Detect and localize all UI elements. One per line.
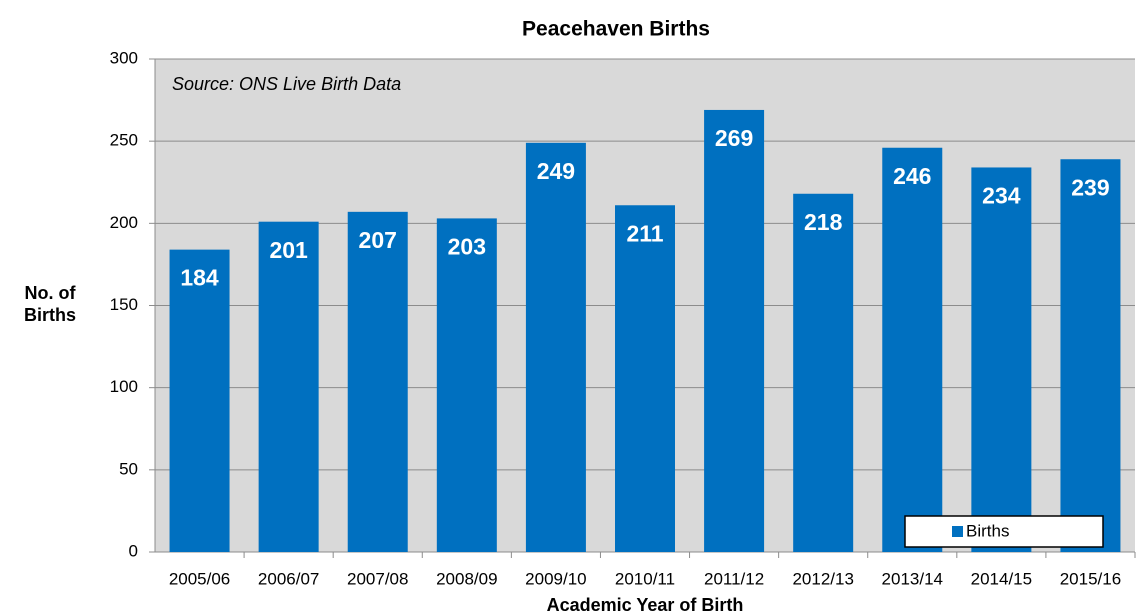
data-label: 184 [180, 265, 219, 291]
bar [258, 221, 319, 552]
legend-box [904, 515, 1104, 548]
x-tick-label: 2006/07 [258, 569, 319, 588]
y-axis-label: No. of Births [24, 283, 76, 325]
chart-title: Peacehaven Births [522, 18, 710, 41]
data-label: 207 [359, 227, 397, 253]
bar [436, 218, 497, 553]
x-tick-label: 2013/14 [882, 569, 943, 588]
data-label: 203 [448, 233, 486, 259]
x-tick-label: 2014/15 [971, 569, 1032, 588]
data-label: 269 [715, 125, 753, 151]
bar [882, 147, 943, 553]
x-tick-label: 2008/09 [436, 569, 497, 588]
data-label: 239 [1071, 174, 1109, 200]
bar [525, 142, 586, 552]
x-tick-label: 2010/11 [615, 569, 675, 588]
bar [169, 249, 230, 553]
annotation: Source: ONS Live Birth Data [172, 74, 401, 94]
y-tick-label: 200 [110, 213, 138, 232]
data-label: 249 [537, 158, 575, 184]
y-tick-label: 300 [110, 48, 138, 67]
x-tick-label: 2005/06 [169, 569, 230, 588]
y-tick-label: 50 [119, 459, 138, 478]
legend-swatch [952, 526, 963, 537]
bar [347, 211, 408, 552]
y-tick-label: 250 [110, 131, 138, 150]
x-axis-label: Academic Year of Birth [547, 595, 744, 615]
legend-label: Births [966, 521, 1009, 540]
y-tick-label: 0 [129, 541, 138, 560]
y-tick-label: 150 [110, 295, 138, 314]
bar [615, 205, 675, 553]
x-tick-label: 2009/10 [525, 569, 586, 588]
bar [1060, 159, 1121, 552]
data-label: 201 [269, 237, 308, 263]
data-label: 211 [626, 220, 663, 246]
x-tick-label: 2011/12 [704, 569, 764, 588]
x-tick-label: 2015/16 [1060, 569, 1121, 588]
bar [971, 167, 1032, 552]
bar [704, 109, 765, 553]
x-tick-label: 2007/08 [347, 569, 408, 588]
bar [793, 193, 854, 552]
x-tick-label: 2012/13 [792, 569, 853, 588]
y-tick-label: 100 [110, 377, 138, 396]
data-label: 218 [804, 209, 843, 235]
data-label: 234 [982, 183, 1021, 209]
data-label: 246 [893, 163, 931, 189]
